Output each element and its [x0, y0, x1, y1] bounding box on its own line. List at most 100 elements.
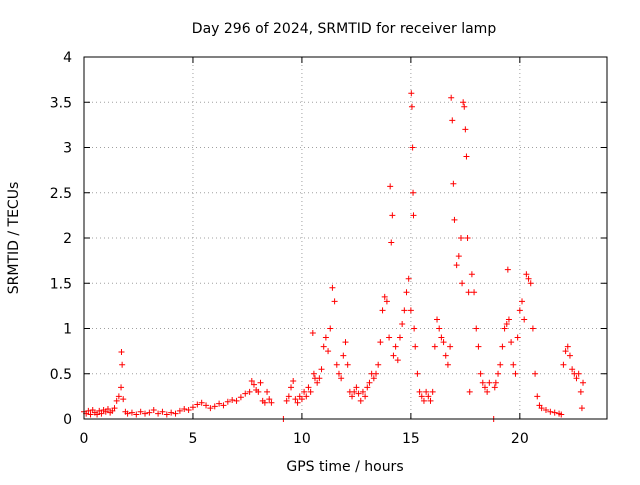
- data-point: [504, 266, 511, 273]
- data-point: [344, 361, 351, 368]
- data-point: [314, 379, 321, 386]
- data-point: [338, 375, 345, 382]
- y-tick-label: 2.5: [50, 186, 72, 202]
- data-point: [412, 343, 419, 350]
- y-tick-label: 0.5: [50, 367, 72, 383]
- data-point: [316, 375, 323, 382]
- data-point: [491, 384, 498, 391]
- data-point: [521, 316, 528, 323]
- data-point: [257, 379, 264, 386]
- x-axis-label: GPS time / hours: [286, 459, 403, 475]
- data-point: [465, 289, 472, 296]
- data-point: [551, 409, 558, 416]
- data-point: [298, 396, 305, 403]
- data-point: [564, 343, 571, 350]
- data-point: [320, 343, 327, 350]
- data-point: [355, 390, 362, 397]
- y-tick-label: 2: [63, 231, 72, 247]
- data-point: [322, 334, 329, 341]
- data-point: [527, 280, 534, 287]
- data-point: [335, 370, 342, 377]
- data-point: [146, 409, 153, 416]
- data-point: [288, 384, 295, 391]
- data-point: [364, 384, 371, 391]
- data-point: [427, 397, 434, 404]
- x-tick-label: 15: [402, 431, 420, 447]
- data-point: [505, 316, 512, 323]
- data-point: [418, 393, 425, 400]
- data-point: [246, 388, 253, 395]
- data-point: [399, 320, 406, 327]
- data-point: [460, 99, 467, 106]
- data-point: [94, 411, 101, 418]
- data-point: [577, 388, 584, 395]
- data-point: [333, 361, 340, 368]
- data-point: [389, 212, 396, 219]
- data-point: [512, 370, 519, 377]
- data-point: [425, 393, 432, 400]
- data-point: [447, 343, 454, 350]
- data-point: [255, 388, 262, 395]
- data-point: [388, 239, 395, 246]
- data-point: [416, 388, 423, 395]
- data-point: [119, 361, 126, 368]
- data-point: [309, 330, 316, 337]
- data-point: [351, 388, 358, 395]
- data-point: [307, 388, 314, 395]
- y-tick-label: 3.5: [50, 95, 72, 111]
- data-point: [250, 381, 257, 388]
- data-point: [468, 271, 475, 278]
- data-point: [87, 411, 94, 418]
- data-point: [137, 408, 144, 415]
- data-point: [104, 406, 111, 413]
- data-point: [477, 370, 484, 377]
- data-point: [569, 366, 576, 373]
- y-tick-label: 1.5: [50, 276, 72, 292]
- data-point: [349, 393, 356, 400]
- data-point: [408, 90, 415, 97]
- data-point: [386, 334, 393, 341]
- data-point: [98, 410, 105, 417]
- data-point: [461, 103, 468, 110]
- data-point: [475, 343, 482, 350]
- data-point: [383, 298, 390, 305]
- data-point: [357, 397, 364, 404]
- data-point: [410, 212, 417, 219]
- data-point: [381, 293, 388, 300]
- data-point: [359, 388, 366, 395]
- data-points: [81, 90, 587, 422]
- data-point: [440, 339, 447, 346]
- data-point: [318, 366, 325, 373]
- data-point: [457, 235, 464, 241]
- data-point: [411, 325, 418, 332]
- data-point: [120, 396, 127, 403]
- gridlines: [84, 57, 607, 419]
- data-point: [451, 216, 458, 223]
- data-point: [394, 357, 401, 364]
- x-tick-label: 20: [511, 431, 529, 447]
- data-point: [342, 339, 349, 346]
- data-point: [111, 405, 118, 412]
- data-point: [414, 370, 421, 377]
- data-point: [292, 396, 299, 403]
- data-point: [266, 396, 273, 403]
- data-point: [562, 348, 569, 355]
- data-point: [283, 397, 290, 404]
- data-point: [185, 406, 192, 413]
- data-point: [285, 393, 292, 400]
- data-point: [329, 284, 336, 291]
- data-point: [573, 375, 580, 382]
- data-point: [340, 352, 347, 359]
- data-point: [264, 388, 271, 395]
- data-point: [436, 325, 443, 332]
- data-point: [176, 407, 183, 414]
- data-point: [396, 334, 403, 341]
- data-point: [499, 343, 506, 350]
- data-point: [575, 370, 582, 377]
- data-point: [532, 370, 539, 377]
- data-point: [294, 399, 301, 406]
- data-point: [370, 375, 377, 382]
- data-point: [303, 393, 310, 400]
- data-point: [508, 339, 515, 346]
